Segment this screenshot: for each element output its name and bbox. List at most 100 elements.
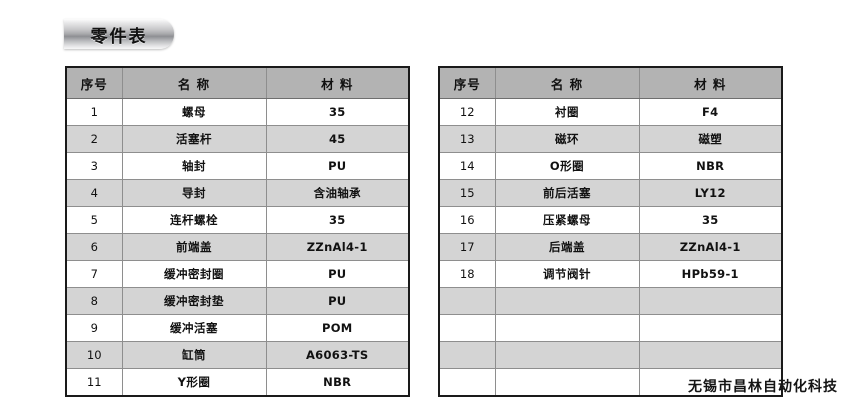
cell-name: 导封 xyxy=(121,179,267,207)
parts-table-left: 序号 名 称 材 料 1 螺母 35 2 活塞杆 45 3 轴封 PU 4 导封… xyxy=(65,66,410,397)
cell-material: 45 xyxy=(265,125,410,153)
table-row: 7 缓冲密封圈 PU xyxy=(65,260,410,288)
table-row: 16 压紧螺母 35 xyxy=(438,206,783,234)
cell-name: 前端盖 xyxy=(121,233,267,261)
cell-no: 16 xyxy=(438,206,496,234)
table-row: 8 缓冲密封垫 PU xyxy=(65,287,410,315)
cell-material xyxy=(638,314,783,342)
cell-no: 6 xyxy=(65,233,123,261)
cell-name: 缸筒 xyxy=(121,341,267,369)
cell-name: O形圈 xyxy=(494,152,640,180)
table-row-empty xyxy=(438,314,783,342)
cell-no: 8 xyxy=(65,287,123,315)
cell-no xyxy=(438,314,496,342)
cell-name: 前后活塞 xyxy=(494,179,640,207)
cell-name: 压紧螺母 xyxy=(494,206,640,234)
table-row: 10 缸筒 A6063-TS xyxy=(65,341,410,369)
cell-name: 螺母 xyxy=(121,98,267,126)
cell-no: 17 xyxy=(438,233,496,261)
table-header-row: 序号 名 称 材 料 xyxy=(438,66,783,99)
cell-material: 含油轴承 xyxy=(265,179,410,207)
cell-material xyxy=(638,287,783,315)
cell-no: 1 xyxy=(65,98,123,126)
cell-material: POM xyxy=(265,314,410,342)
cell-material: PU xyxy=(265,287,410,315)
page-title-banner: 零件表 xyxy=(64,19,174,49)
cell-no: 4 xyxy=(65,179,123,207)
table-row: 6 前端盖 ZZnAl4-1 xyxy=(65,233,410,261)
cell-no: 9 xyxy=(65,314,123,342)
cell-name: 缓冲密封垫 xyxy=(121,287,267,315)
footer-brand: 无锡市昌林自动化科技 xyxy=(688,379,838,395)
cell-name: 缓冲密封圈 xyxy=(121,260,267,288)
table-row: 13 磁环 磁塑 xyxy=(438,125,783,153)
table-row: 5 连杆螺栓 35 xyxy=(65,206,410,234)
table-row: 1 螺母 35 xyxy=(65,98,410,126)
cell-name xyxy=(494,314,640,342)
cell-no: 7 xyxy=(65,260,123,288)
cell-name: Y形圈 xyxy=(121,368,267,397)
cell-name: 磁环 xyxy=(494,125,640,153)
cell-name: 连杆螺栓 xyxy=(121,206,267,234)
column-header-name: 名 称 xyxy=(494,66,640,99)
table-header-row: 序号 名 称 材 料 xyxy=(65,66,410,99)
table-row-empty xyxy=(438,368,783,397)
cell-name: 缓冲活塞 xyxy=(121,314,267,342)
table-row: 15 前后活塞 LY12 xyxy=(438,179,783,207)
table-body-right: 12 衬圈 F4 13 磁环 磁塑 14 O形圈 NBR 15 前后活塞 LY1… xyxy=(438,98,783,397)
cell-material: ZZnAl4-1 xyxy=(265,233,410,261)
table-row: 9 缓冲活塞 POM xyxy=(65,314,410,342)
cell-material: PU xyxy=(265,152,410,180)
cell-material: HPb59-1 xyxy=(638,260,783,288)
cell-no: 12 xyxy=(438,98,496,126)
parts-table-right: 序号 名 称 材 料 12 衬圈 F4 13 磁环 磁塑 14 O形圈 NBR … xyxy=(438,66,783,397)
cell-material: PU xyxy=(265,260,410,288)
cell-material: 35 xyxy=(265,98,410,126)
cell-name xyxy=(494,287,640,315)
table-body-left: 1 螺母 35 2 活塞杆 45 3 轴封 PU 4 导封 含油轴承 5 连杆螺… xyxy=(65,98,410,397)
column-header-material: 材 料 xyxy=(265,66,410,99)
table-row: 14 O形圈 NBR xyxy=(438,152,783,180)
cell-material: 35 xyxy=(638,206,783,234)
cell-no xyxy=(438,368,496,397)
cell-no: 14 xyxy=(438,152,496,180)
table-row-empty xyxy=(438,341,783,369)
table-row: 17 后端盖 ZZnAl4-1 xyxy=(438,233,783,261)
cell-name: 轴封 xyxy=(121,152,267,180)
cell-material: NBR xyxy=(265,368,410,397)
cell-name: 调节阀针 xyxy=(494,260,640,288)
cell-no: 3 xyxy=(65,152,123,180)
table-row-empty xyxy=(438,287,783,315)
column-header-no: 序号 xyxy=(438,66,496,99)
cell-material: F4 xyxy=(638,98,783,126)
column-header-name: 名 称 xyxy=(121,66,267,99)
table-row: 12 衬圈 F4 xyxy=(438,98,783,126)
table-row: 4 导封 含油轴承 xyxy=(65,179,410,207)
column-header-material: 材 料 xyxy=(638,66,783,99)
cell-no xyxy=(438,287,496,315)
cell-no: 15 xyxy=(438,179,496,207)
table-row: 2 活塞杆 45 xyxy=(65,125,410,153)
cell-material: ZZnAl4-1 xyxy=(638,233,783,261)
cell-no: 18 xyxy=(438,260,496,288)
table-row: 3 轴封 PU xyxy=(65,152,410,180)
cell-material: 35 xyxy=(265,206,410,234)
cell-name xyxy=(494,341,640,369)
cell-no: 2 xyxy=(65,125,123,153)
cell-no xyxy=(438,341,496,369)
cell-no: 5 xyxy=(65,206,123,234)
cell-name: 衬圈 xyxy=(494,98,640,126)
page-title: 零件表 xyxy=(90,26,148,47)
cell-material: LY12 xyxy=(638,179,783,207)
cell-material: A6063-TS xyxy=(265,341,410,369)
cell-no: 13 xyxy=(438,125,496,153)
cell-name: 后端盖 xyxy=(494,233,640,261)
table-row: 11 Y形圈 NBR xyxy=(65,368,410,397)
cell-material xyxy=(638,368,783,397)
cell-material: NBR xyxy=(638,152,783,180)
column-header-no: 序号 xyxy=(65,66,123,99)
cell-no: 11 xyxy=(65,368,123,397)
cell-name: 活塞杆 xyxy=(121,125,267,153)
cell-material xyxy=(638,341,783,369)
cell-no: 10 xyxy=(65,341,123,369)
